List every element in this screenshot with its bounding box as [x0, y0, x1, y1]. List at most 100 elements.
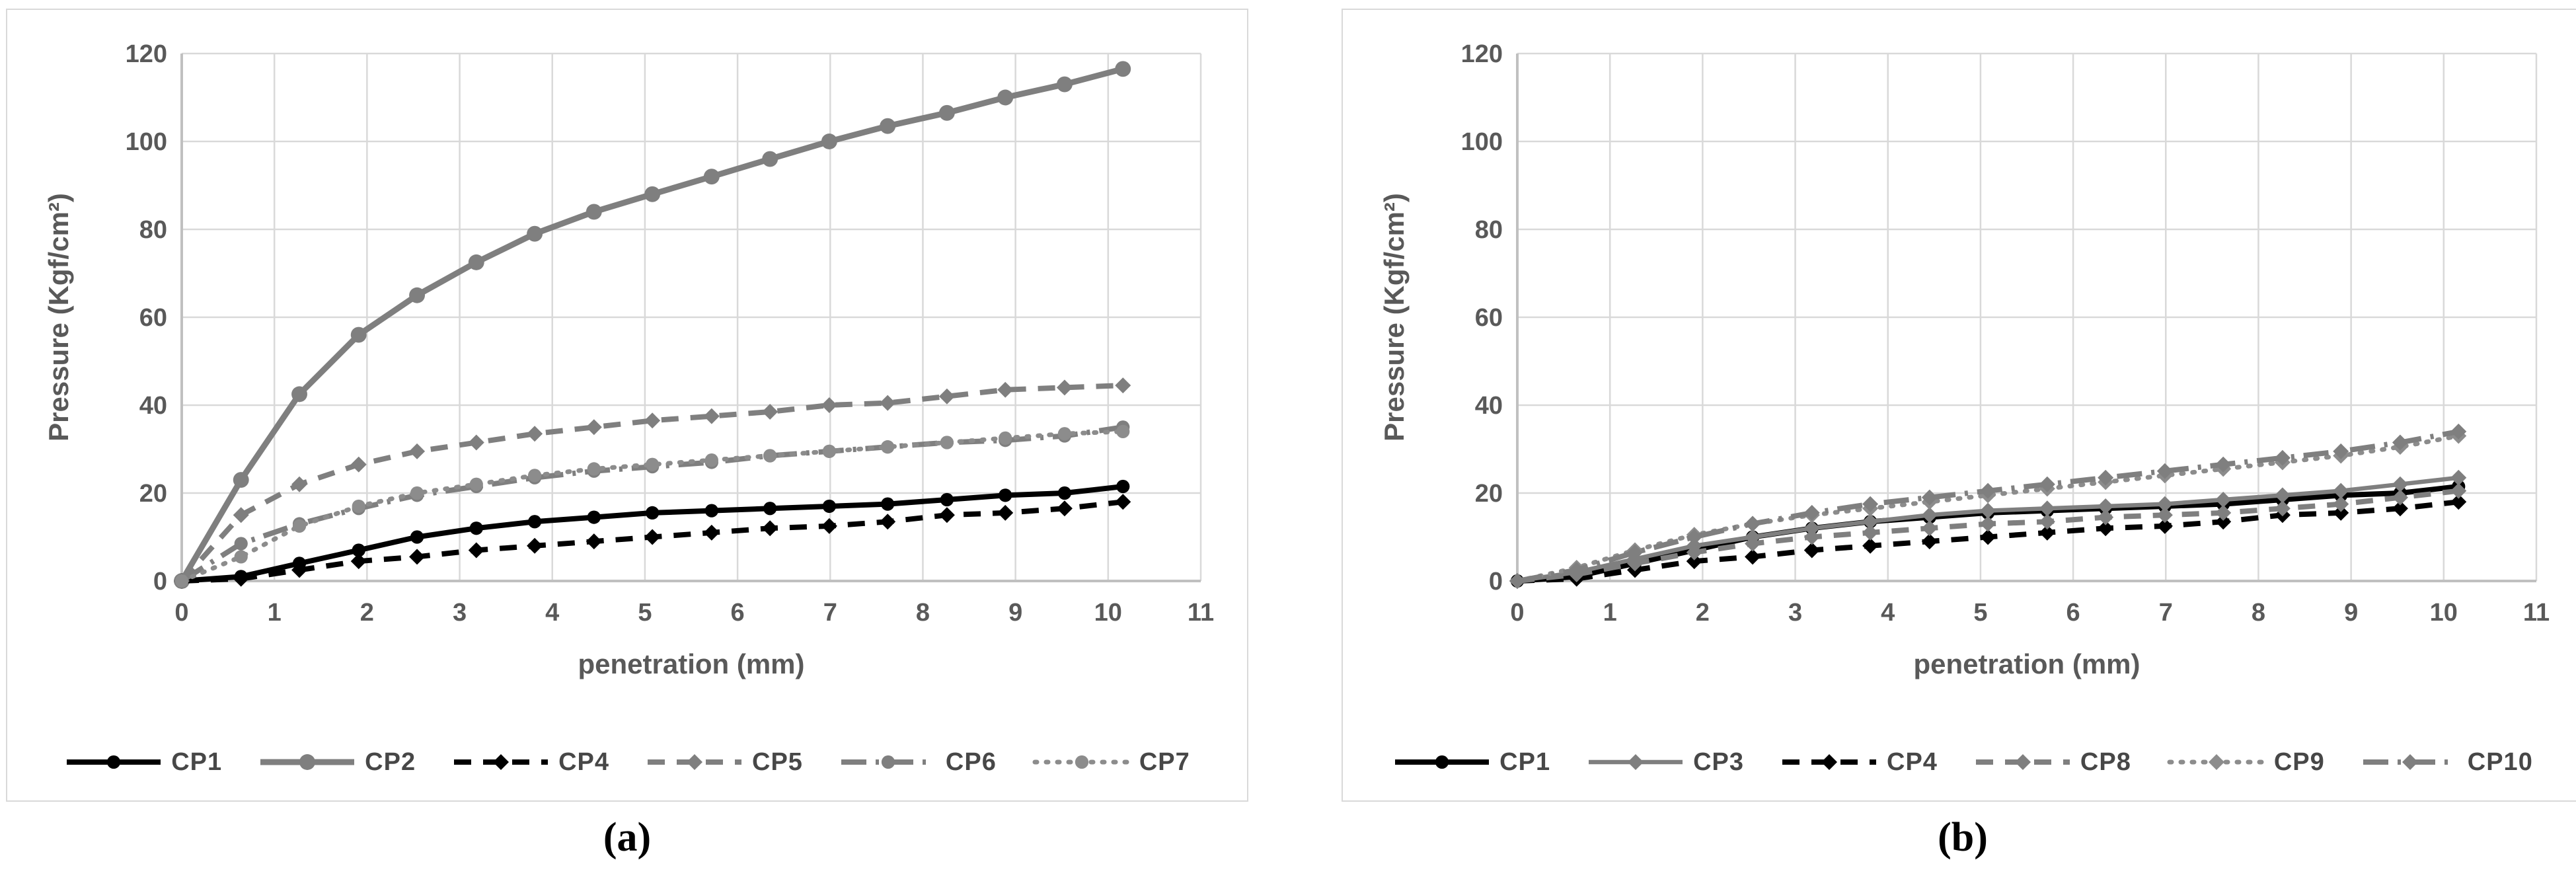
marker-CP10	[1509, 573, 1525, 589]
marker-CP2	[997, 89, 1014, 106]
x-tick-label: 10	[2430, 599, 2458, 627]
marker-CP8	[1803, 529, 1820, 545]
legend-sample-CP6	[841, 755, 935, 769]
y-tick-label: 100	[1461, 128, 1503, 156]
marker-CP8	[2274, 500, 2291, 517]
marker-CP7	[704, 453, 718, 467]
marker-CP7	[469, 477, 483, 491]
marker-CP7	[1057, 427, 1072, 441]
legend-sample-CP9	[2167, 754, 2266, 770]
marker-CP3	[2333, 482, 2349, 499]
panel-a-caption-label: (a)	[603, 815, 652, 860]
marker-CP5	[997, 381, 1014, 398]
marker-CP2	[586, 204, 602, 220]
marker-CP8	[2156, 507, 2173, 523]
legend-sample-CP1	[67, 755, 161, 769]
chart-a-legend: CP1 CP2 CP4 CP5 CP6 CP7	[7, 742, 1247, 782]
marker-CP4	[409, 549, 426, 565]
marker-CP2	[409, 287, 426, 303]
legend-label-CP4: CP4	[558, 748, 609, 776]
marker-CP7	[352, 499, 365, 514]
legend-item-CP10: CP10	[2361, 748, 2533, 777]
x-tick-label: 0	[174, 599, 188, 627]
marker-CP7	[763, 449, 777, 463]
marker-CP1	[107, 755, 121, 769]
marker-CP4	[233, 570, 249, 587]
marker-CP10	[2392, 434, 2408, 451]
x-tick-label: 8	[2252, 599, 2265, 627]
marker-CP1	[940, 492, 954, 507]
x-axis-title: penetration (mm)	[578, 648, 804, 679]
marker-CP1	[881, 497, 895, 511]
marker-CP2	[1115, 61, 1131, 77]
marker-CP4	[1980, 529, 1996, 545]
marker-CP4	[2098, 520, 2114, 537]
marker-CP7	[646, 457, 660, 471]
marker-CP7	[587, 462, 601, 476]
legend-item-CP5: CP5	[645, 748, 803, 777]
marker-CP10	[2098, 469, 2114, 486]
marker-CP2	[233, 472, 249, 488]
series-CP4	[174, 494, 1131, 589]
x-axis-title: penetration (mm)	[1913, 648, 2140, 679]
marker-CP10	[1686, 529, 1702, 545]
series-CP7	[174, 424, 1130, 588]
marker-CP4	[762, 520, 778, 537]
marker-CP10	[2333, 443, 2349, 459]
marker-CP4	[644, 529, 661, 545]
marker-CP3	[2098, 498, 2114, 514]
marker-CP8	[1686, 544, 1702, 560]
series-CP6	[174, 420, 1130, 588]
marker-CP5	[762, 403, 778, 420]
marker-CP4	[291, 562, 308, 578]
x-tick-label: 4	[1881, 599, 1895, 627]
marker-CP8	[2333, 496, 2349, 512]
x-tick-label: 2	[1696, 599, 1710, 627]
marker-CP1	[822, 499, 836, 514]
axis-lines	[1516, 54, 2536, 582]
legend-item-CP2: CP2	[258, 748, 416, 777]
marker-CP2	[350, 327, 367, 343]
marker-CP9	[2208, 754, 2224, 770]
marker-CP5	[687, 754, 702, 770]
marker-CP10	[2450, 423, 2467, 440]
legend-item-CP1: CP1	[1392, 748, 1550, 777]
series-CP2-line	[179, 65, 1124, 583]
marker-CP1	[410, 530, 424, 544]
marker-CP5	[703, 408, 720, 424]
marker-CP3	[2274, 487, 2291, 504]
marker-CP3	[2215, 491, 2232, 508]
marker-CP10	[2039, 476, 2055, 492]
marker-CP4	[880, 514, 896, 530]
marker-CP7	[1116, 424, 1130, 439]
x-tick-label: 5	[1973, 599, 1987, 627]
marker-CP4	[997, 504, 1014, 521]
marker-CP10	[1568, 562, 1585, 578]
marker-CP2	[821, 134, 837, 149]
y-tick-label: 0	[153, 568, 167, 596]
legend-label-CP4: CP4	[1887, 748, 1938, 776]
marker-CP1	[587, 510, 601, 524]
marker-CP8	[2014, 754, 2031, 770]
chart-b-legend: CP1 CP3 CP4 CP8 CP9 CP10	[1343, 742, 2576, 782]
x-tick-label: 2	[360, 599, 374, 627]
marker-CP4	[586, 533, 602, 550]
legend-item-CP1: CP1	[64, 748, 222, 777]
y-tick-label: 0	[1489, 568, 1503, 596]
marker-CP2	[291, 386, 307, 403]
marker-CP10	[1862, 496, 1879, 512]
marker-CP10	[1921, 489, 1938, 506]
marker-CP1	[763, 502, 777, 516]
x-tick-label: 1	[268, 599, 282, 627]
marker-CP8	[1627, 555, 1644, 572]
marker-CP5	[350, 456, 367, 473]
marker-CP4	[1803, 542, 1820, 559]
legend-sample-CP10	[2363, 754, 2457, 770]
marker-CP5	[1056, 379, 1073, 396]
y-tick-label: 80	[139, 216, 167, 244]
x-tick-label: 11	[2523, 599, 2550, 627]
y-tick-label: 120	[1461, 40, 1503, 68]
legend-label-CP6: CP6	[945, 748, 997, 776]
x-tick-label: 4	[545, 599, 559, 627]
marker-CP2	[938, 104, 955, 121]
